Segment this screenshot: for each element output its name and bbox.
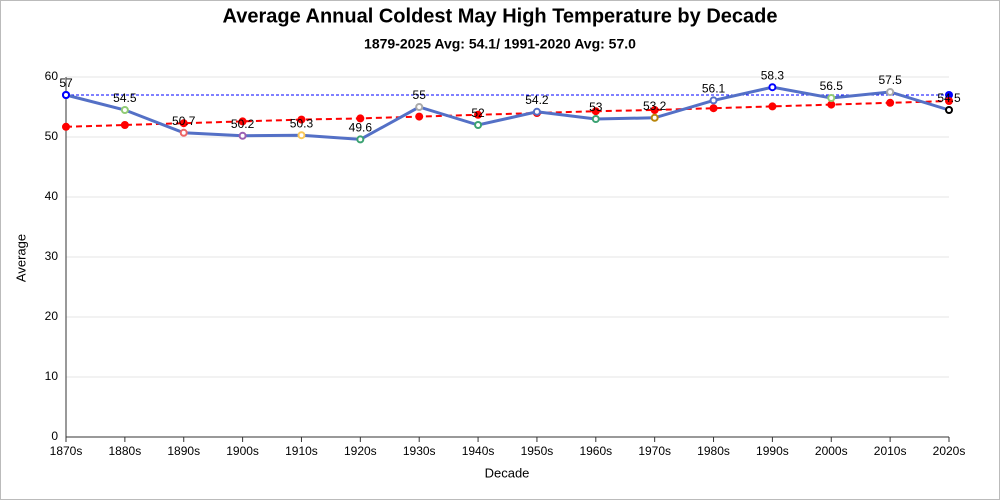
data-label: 49.6 bbox=[349, 121, 373, 135]
data-point bbox=[709, 96, 718, 105]
y-tick-label: 50 bbox=[45, 129, 59, 143]
trend-point bbox=[945, 97, 953, 105]
trend-point bbox=[886, 98, 895, 107]
trend-point bbox=[474, 110, 483, 119]
trend-point bbox=[591, 107, 600, 116]
x-axis-label: Decade bbox=[485, 465, 530, 480]
trend-point bbox=[120, 121, 129, 129]
y-tick-label: 10 bbox=[45, 369, 59, 383]
data-label: 54.5 bbox=[937, 91, 961, 105]
data-label: 57 bbox=[59, 76, 73, 90]
series-line bbox=[65, 85, 950, 141]
trend-point bbox=[827, 100, 836, 109]
x-tick-label: 1990s bbox=[756, 444, 789, 458]
data-label: 54.5 bbox=[113, 91, 137, 105]
trend-point bbox=[709, 104, 718, 113]
data-label: 57.5 bbox=[878, 73, 902, 87]
data-label: 54.2 bbox=[525, 93, 549, 107]
x-tick-label: 1920s bbox=[344, 444, 377, 458]
trend-point bbox=[415, 112, 424, 121]
y-tick-label: 30 bbox=[45, 249, 59, 263]
data-point bbox=[356, 135, 365, 144]
data-label: 50.3 bbox=[290, 116, 314, 130]
x-tick-label: 1880s bbox=[109, 444, 142, 458]
reference-marker bbox=[945, 91, 953, 99]
x-tick-label: 1960s bbox=[579, 444, 612, 458]
data-label: 50.2 bbox=[231, 117, 255, 131]
x-tick-label: 1950s bbox=[521, 444, 554, 458]
x-tick-label: 1930s bbox=[403, 444, 436, 458]
x-tick-label: 1890s bbox=[167, 444, 200, 458]
data-point bbox=[768, 83, 777, 92]
x-tick-label: 2000s bbox=[815, 444, 848, 458]
data-label: 50.7 bbox=[172, 114, 196, 128]
data-point bbox=[474, 121, 483, 129]
data-point bbox=[827, 94, 836, 102]
x-tick-label: 1900s bbox=[226, 444, 259, 458]
data-point bbox=[297, 131, 306, 140]
y-tick-label: 0 bbox=[51, 429, 58, 443]
data-label: 58.3 bbox=[761, 68, 785, 82]
trend-point bbox=[62, 122, 70, 131]
data-point bbox=[591, 115, 600, 123]
trend-point bbox=[179, 119, 188, 128]
series-line bbox=[65, 100, 950, 128]
x-tick-label: 1980s bbox=[697, 444, 730, 458]
data-label: 52 bbox=[471, 106, 485, 120]
y-tick-label: 40 bbox=[45, 189, 59, 203]
data-label: 55 bbox=[413, 88, 427, 102]
y-axis-label: Average bbox=[13, 234, 28, 282]
data-label: 53.2 bbox=[643, 99, 667, 113]
data-point bbox=[120, 106, 129, 114]
x-tick-label: 1940s bbox=[462, 444, 495, 458]
data-label: 53 bbox=[589, 100, 603, 114]
x-tick-label: 1970s bbox=[638, 444, 671, 458]
data-label: 56.1 bbox=[702, 82, 726, 96]
data-point bbox=[945, 106, 953, 114]
chart-subtitle: 1879-2025 Avg: 54.1/ 1991-2020 Avg: 57.0 bbox=[364, 36, 636, 52]
x-tick-label: 1870s bbox=[50, 444, 83, 458]
data-label: 56.5 bbox=[820, 79, 844, 93]
data-point bbox=[532, 107, 541, 116]
data-point bbox=[415, 103, 424, 111]
trend-point bbox=[768, 102, 777, 111]
x-tick-label: 1910s bbox=[285, 444, 318, 458]
data-point bbox=[62, 91, 70, 99]
trend-point bbox=[238, 117, 247, 126]
data-point bbox=[650, 113, 659, 122]
y-tick-label: 20 bbox=[45, 309, 59, 323]
data-point bbox=[886, 88, 895, 96]
trend-point bbox=[650, 106, 659, 114]
chart-title: Average Annual Coldest May High Temperat… bbox=[223, 5, 778, 27]
trend-point bbox=[356, 114, 365, 123]
data-point bbox=[179, 128, 188, 137]
trend-point bbox=[297, 115, 306, 124]
y-tick-label: 60 bbox=[45, 69, 59, 83]
x-tick-label: 2020s bbox=[933, 444, 966, 458]
data-point bbox=[238, 131, 247, 140]
x-tick-label: 2010s bbox=[874, 444, 907, 458]
